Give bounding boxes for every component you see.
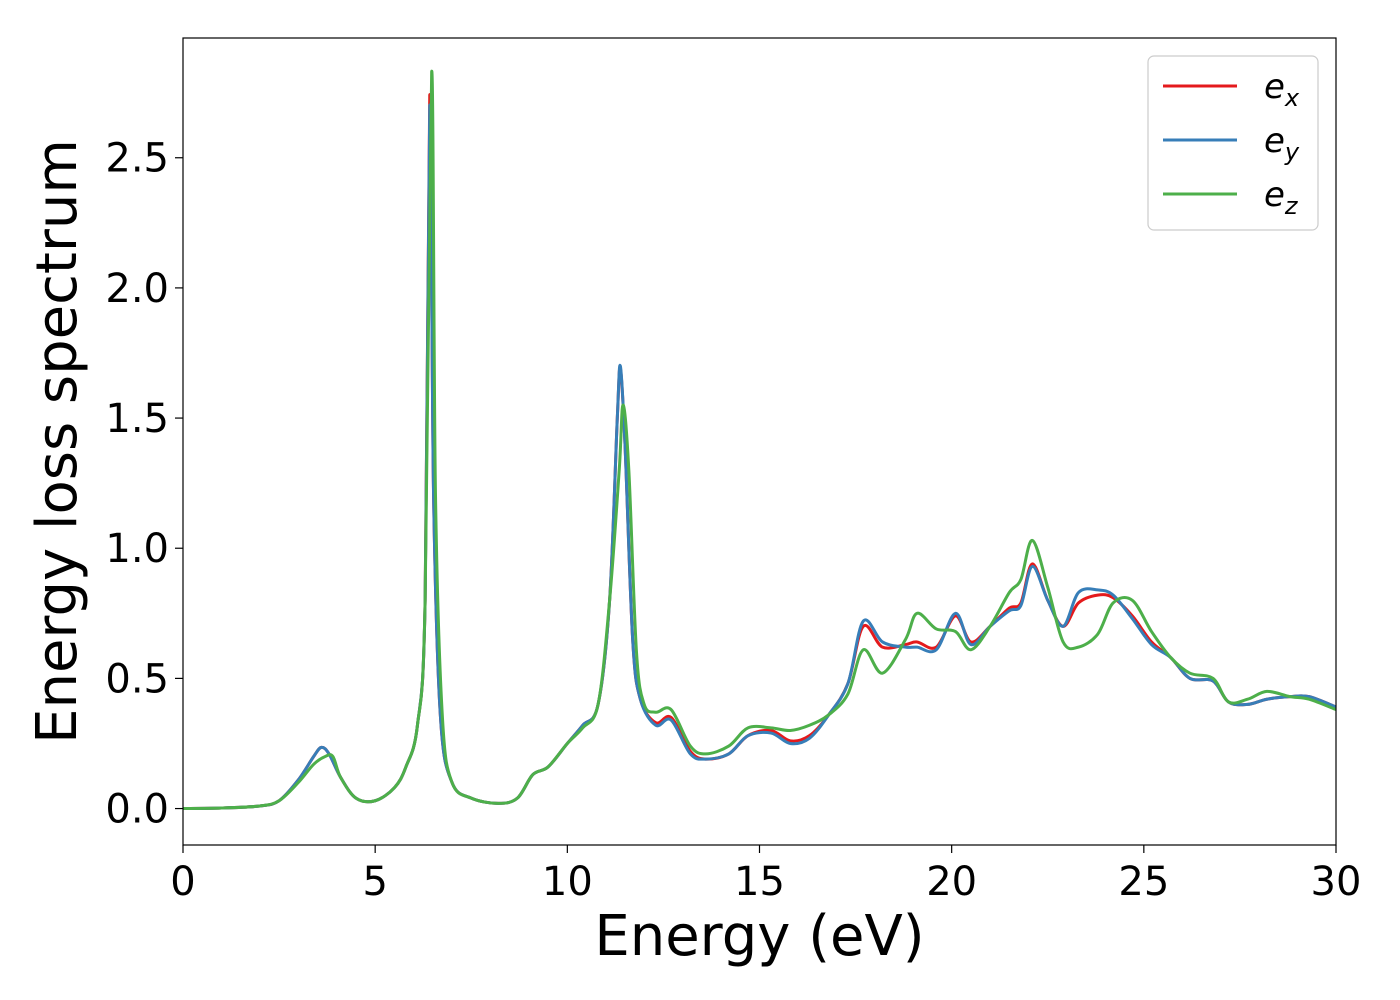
y-tick-label: 0.5 (105, 656, 169, 702)
x-tick-label: 30 (1311, 859, 1362, 905)
y-tick-label: 2.5 (105, 136, 169, 182)
plot-lines (183, 70, 1336, 811)
x-tick-label: 25 (1118, 859, 1169, 905)
series-line-z (183, 70, 1336, 811)
y-tick-label: 2.0 (105, 266, 169, 312)
legend: ex ey ez (1147, 55, 1319, 231)
legend-label-z: ez (1264, 175, 1299, 220)
x-axis-title: Energy (eV) (594, 904, 924, 969)
x-tick-label: 20 (926, 859, 977, 905)
x-axis-ticks: 0 5 10 15 20 25 30 (170, 845, 1361, 905)
y-tick-label: 0.0 (105, 787, 169, 833)
x-tick-label: 5 (362, 859, 387, 905)
legend-box (1147, 55, 1319, 231)
y-axis-ticks: 0.0 0.5 1.0 1.5 2.0 2.5 (105, 136, 183, 833)
x-tick-label: 10 (542, 859, 593, 905)
legend-label-y: ey (1264, 121, 1300, 166)
y-tick-label: 1.0 (105, 526, 169, 572)
x-tick-label: 0 (170, 859, 195, 905)
y-axis-title: Energy loss spectrum (25, 139, 90, 744)
y-tick-label: 1.5 (105, 396, 169, 442)
legend-label-x: ex (1264, 67, 1300, 112)
x-tick-label: 15 (734, 859, 785, 905)
